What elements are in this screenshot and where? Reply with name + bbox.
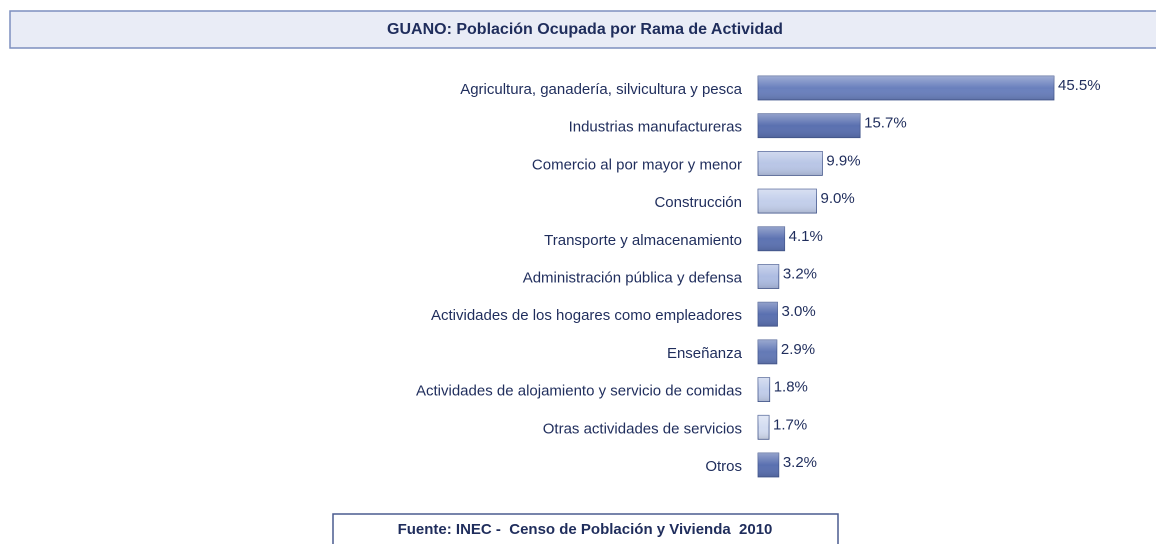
bar-shade [758,76,1054,100]
bar-shade [758,189,817,214]
value-label: 3.2% [783,265,817,282]
value-label: 2.9% [781,341,815,358]
category-label: Actividades de los hogares como empleado… [431,307,742,324]
bar-shade [758,151,823,176]
bar-shade [758,226,785,251]
bar-shade [758,113,861,138]
category-label: Enseñanza [667,345,743,362]
category-label: Construcción [654,194,742,211]
value-label: 3.2% [783,454,817,471]
category-label: Industrias manufactureras [569,119,742,136]
category-label: Transporte y almacenamiento [544,232,742,249]
value-label: 3.0% [782,303,816,320]
bar-shade [758,339,777,364]
category-label: Administración pública y defensa [523,269,743,286]
value-label: 9.9% [826,152,860,169]
category-label: Otros [705,458,742,475]
bar-shade [758,453,779,477]
bar-shade [758,415,770,440]
chart-title: GUANO: Población Ocupada por Rama de Act… [387,21,783,38]
source-box [332,513,839,549]
category-label: Otras actividades de servicios [543,420,742,437]
value-label: 1.7% [773,416,807,433]
value-label: 9.0% [821,190,855,207]
bar-shade [758,302,778,327]
value-label: 15.7% [864,115,907,132]
source-text: Fuente: INEC - Censo de Población y Vivi… [398,521,773,538]
category-label: Comercio al por mayor y menor [532,156,742,173]
category-label: Actividades de alojamiento y servicio de… [416,383,742,400]
value-label: 4.1% [789,228,823,245]
category-label: Agricultura, ganadería, silvicultura y p… [460,81,742,98]
value-label: 1.8% [774,379,808,396]
bar-shade [758,264,779,289]
title-bar [9,10,1156,49]
bar-shade [758,377,770,402]
value-label: 45.5% [1058,77,1101,94]
